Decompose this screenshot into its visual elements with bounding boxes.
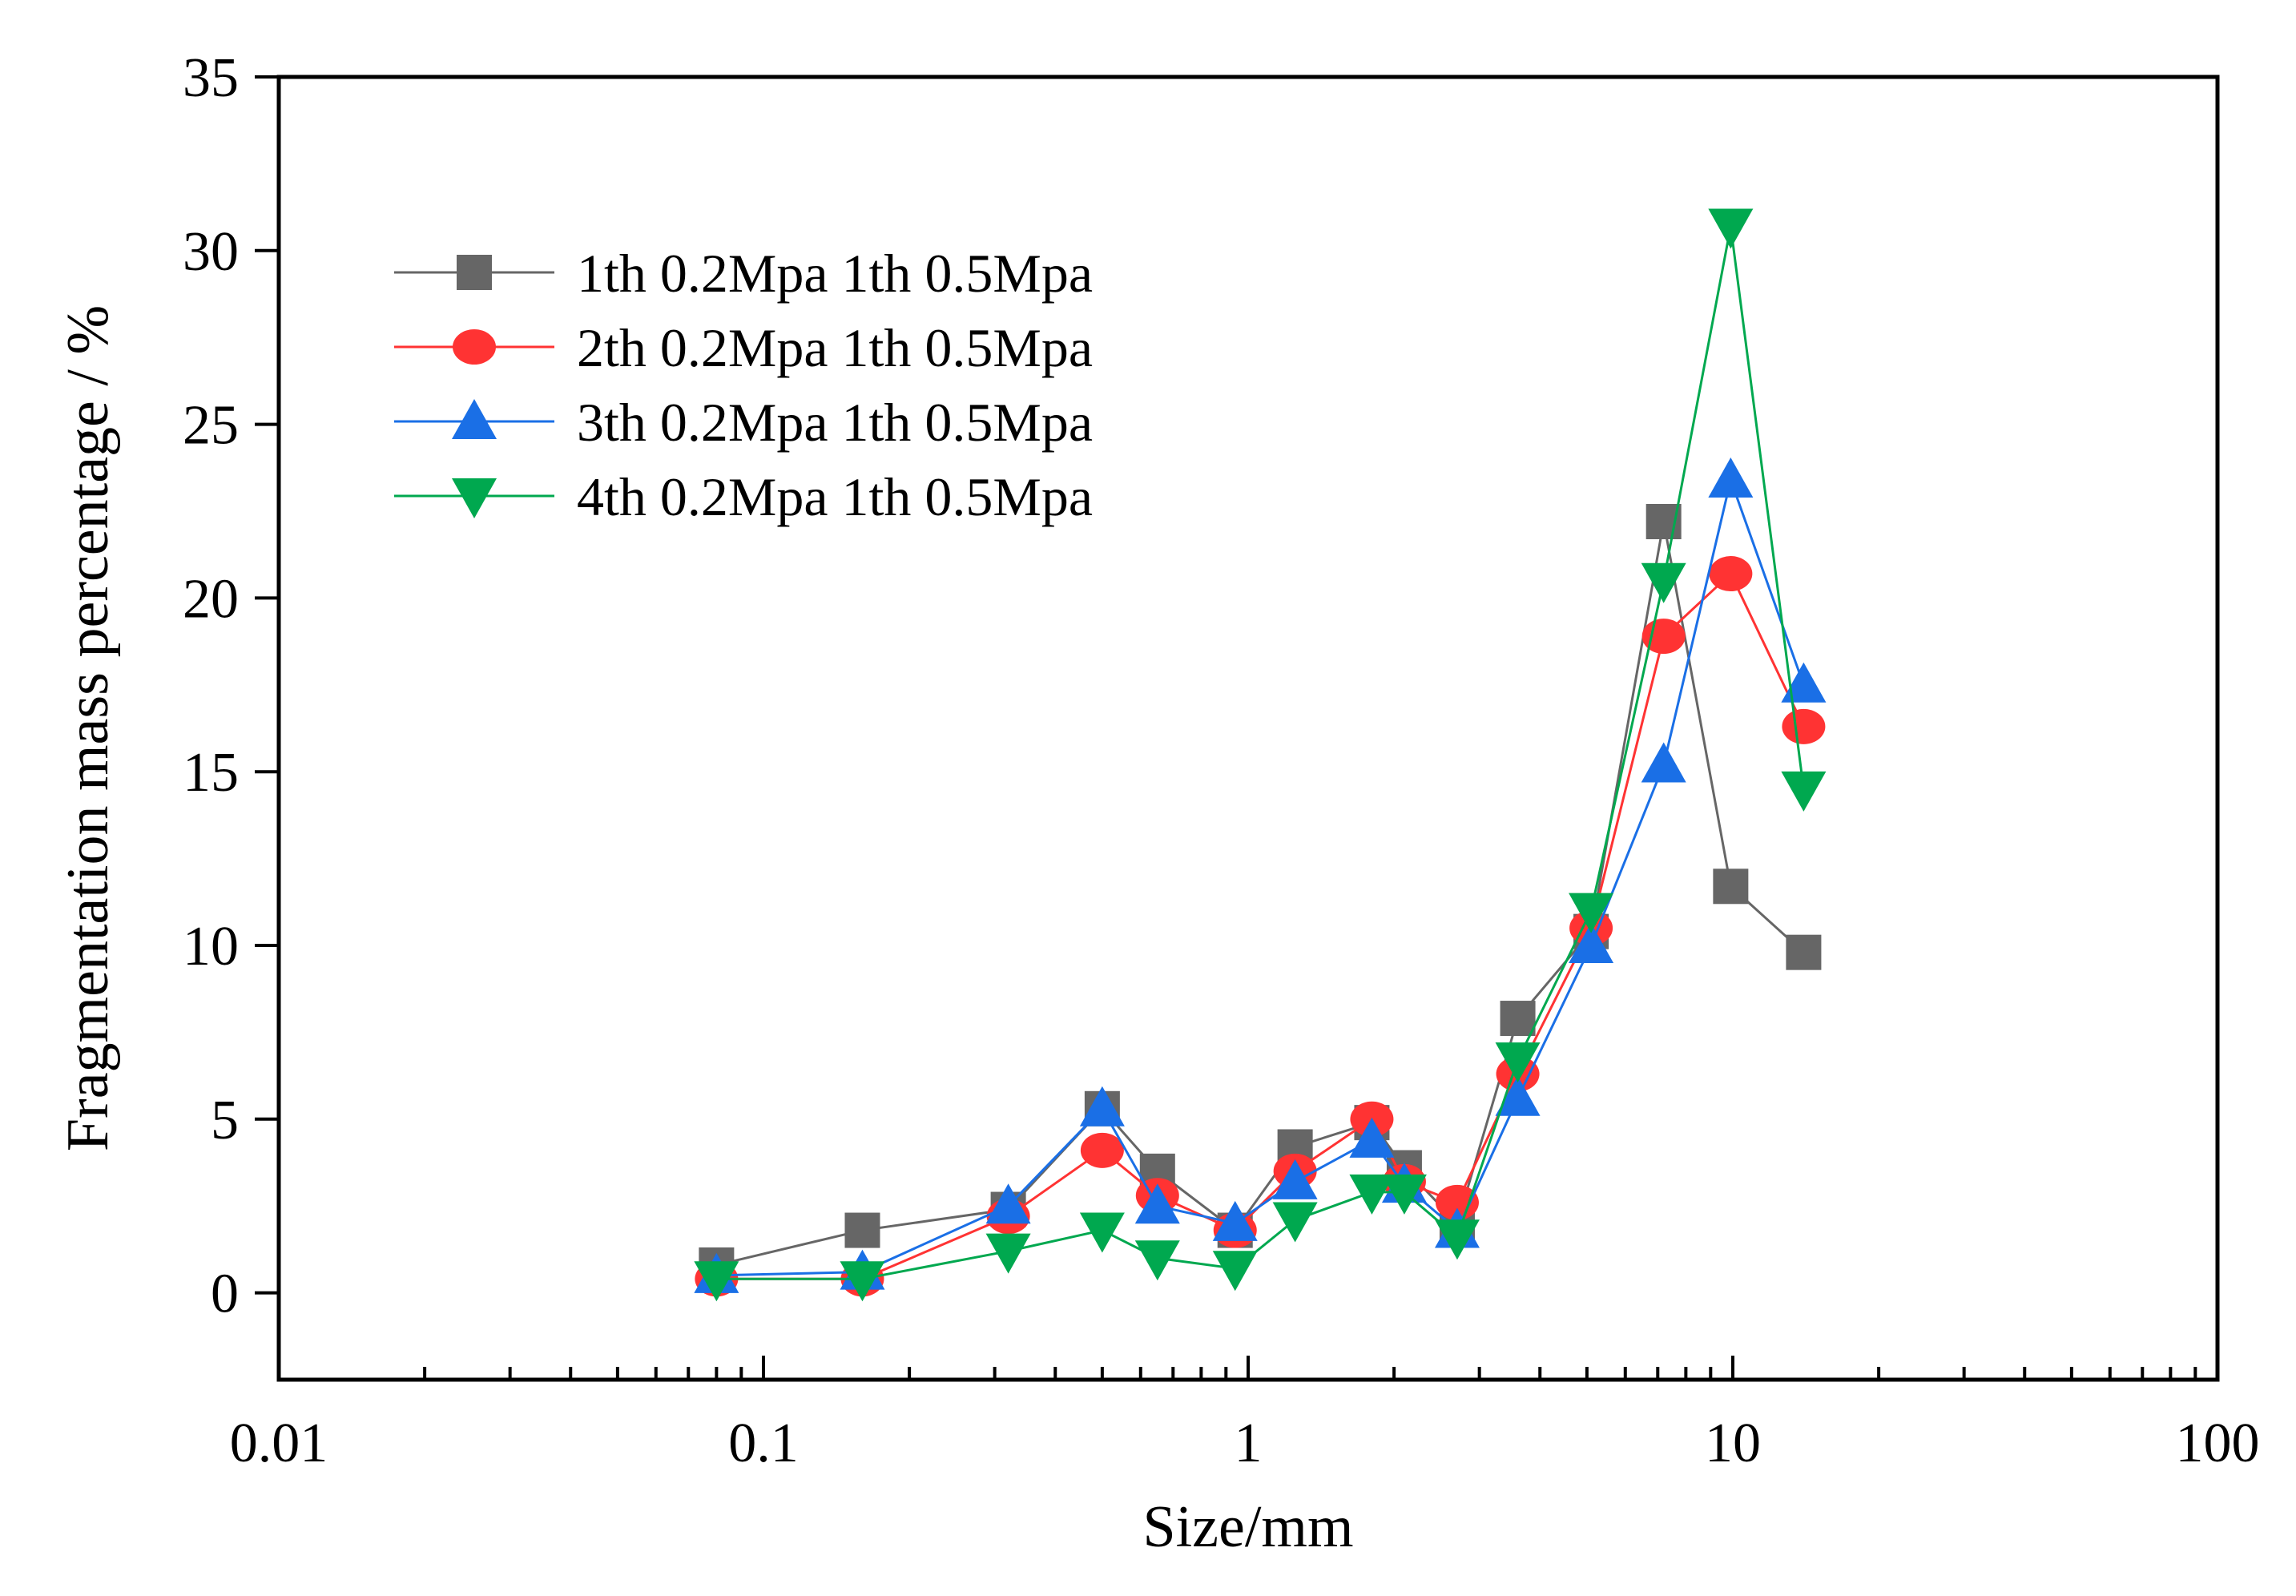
y-tick-label: 15: [183, 742, 239, 804]
data-point: [1134, 1240, 1180, 1281]
series-4: [694, 208, 1827, 1302]
x-axis-title: Size/mm: [1142, 1494, 1353, 1560]
data-point: [1709, 556, 1753, 592]
y-tick-label: 20: [183, 568, 239, 630]
y-tick-label: 10: [183, 916, 239, 977]
data-point: [1500, 1001, 1536, 1037]
legend-label: 4th 0.2Mpa 1th 0.5Mpa: [577, 466, 1093, 527]
data-point: [1495, 1042, 1541, 1083]
data-point: [1708, 208, 1754, 249]
data-point: [1641, 562, 1686, 603]
y-tick-label: 30: [183, 221, 239, 283]
legend-item: 4th 0.2Mpa 1th 0.5Mpa: [394, 466, 1093, 527]
data-point: [1495, 1075, 1541, 1116]
data-point: [1781, 771, 1827, 812]
data-point: [1272, 1159, 1318, 1199]
data-point: [985, 1183, 1031, 1224]
data-point: [1782, 708, 1826, 744]
legend: 1th 0.2Mpa 1th 0.5Mpa 2th 0.2Mpa 1th 0.5M…: [394, 243, 1093, 527]
data-point: [1134, 1183, 1180, 1224]
data-point: [844, 1212, 880, 1248]
y-tick-label: 35: [183, 47, 239, 109]
data-point: [1381, 1174, 1427, 1215]
data-point: [694, 1261, 739, 1302]
x-tick-label: 10: [1705, 1413, 1761, 1474]
data-point: [985, 1233, 1031, 1274]
legend-item: 2th 0.2Mpa 1th 0.5Mpa: [394, 317, 1093, 378]
data-point: [1079, 1212, 1125, 1253]
data-point: [1349, 1117, 1395, 1158]
legend-item: 3th 0.2Mpa 1th 0.5Mpa: [394, 392, 1093, 453]
legend-marker: [452, 399, 497, 439]
legend-label: 3th 0.2Mpa 1th 0.5Mpa: [577, 392, 1093, 453]
y-tick-label: 25: [183, 395, 239, 457]
data-series: [694, 208, 1827, 1302]
legend-marker: [453, 329, 496, 365]
x-tick-label: 0.1: [728, 1413, 799, 1474]
data-point: [1212, 1251, 1258, 1292]
data-point: [1435, 1184, 1479, 1220]
data-point: [1781, 662, 1827, 703]
data-point: [1569, 923, 1614, 963]
legend-label: 1th 0.2Mpa 1th 0.5Mpa: [577, 243, 1093, 304]
legend-marker: [457, 255, 492, 290]
data-point: [1434, 1219, 1480, 1260]
axis-ticks: 0.01 0.1 1 10 100 0 5 10 15 20 25 30 35: [183, 47, 2260, 1474]
x-tick-label: 100: [2176, 1413, 2260, 1474]
data-point: [1569, 893, 1614, 933]
data-point: [1708, 457, 1754, 498]
data-point: [1272, 1202, 1318, 1243]
data-point: [1080, 1132, 1124, 1168]
data-point: [1079, 1086, 1125, 1126]
legend-label: 2th 0.2Mpa 1th 0.5Mpa: [577, 317, 1093, 378]
plot-frame: [276, 75, 2220, 1382]
data-point: [1349, 1174, 1395, 1215]
data-point: [1212, 1200, 1258, 1241]
legend-item: 1th 0.2Mpa 1th 0.5Mpa: [394, 243, 1093, 304]
y-tick-label: 0: [211, 1264, 239, 1325]
data-point: [1786, 934, 1822, 970]
x-tick-label: 1: [1235, 1413, 1263, 1474]
y-axis-title: Fragmentation mass percentage / %: [55, 305, 121, 1151]
data-point: [1713, 869, 1749, 905]
data-point: [1641, 742, 1686, 783]
data-point: [840, 1261, 885, 1302]
x-tick-label: 0.01: [230, 1413, 328, 1474]
legend-marker: [452, 478, 497, 518]
y-tick-label: 5: [211, 1090, 239, 1151]
